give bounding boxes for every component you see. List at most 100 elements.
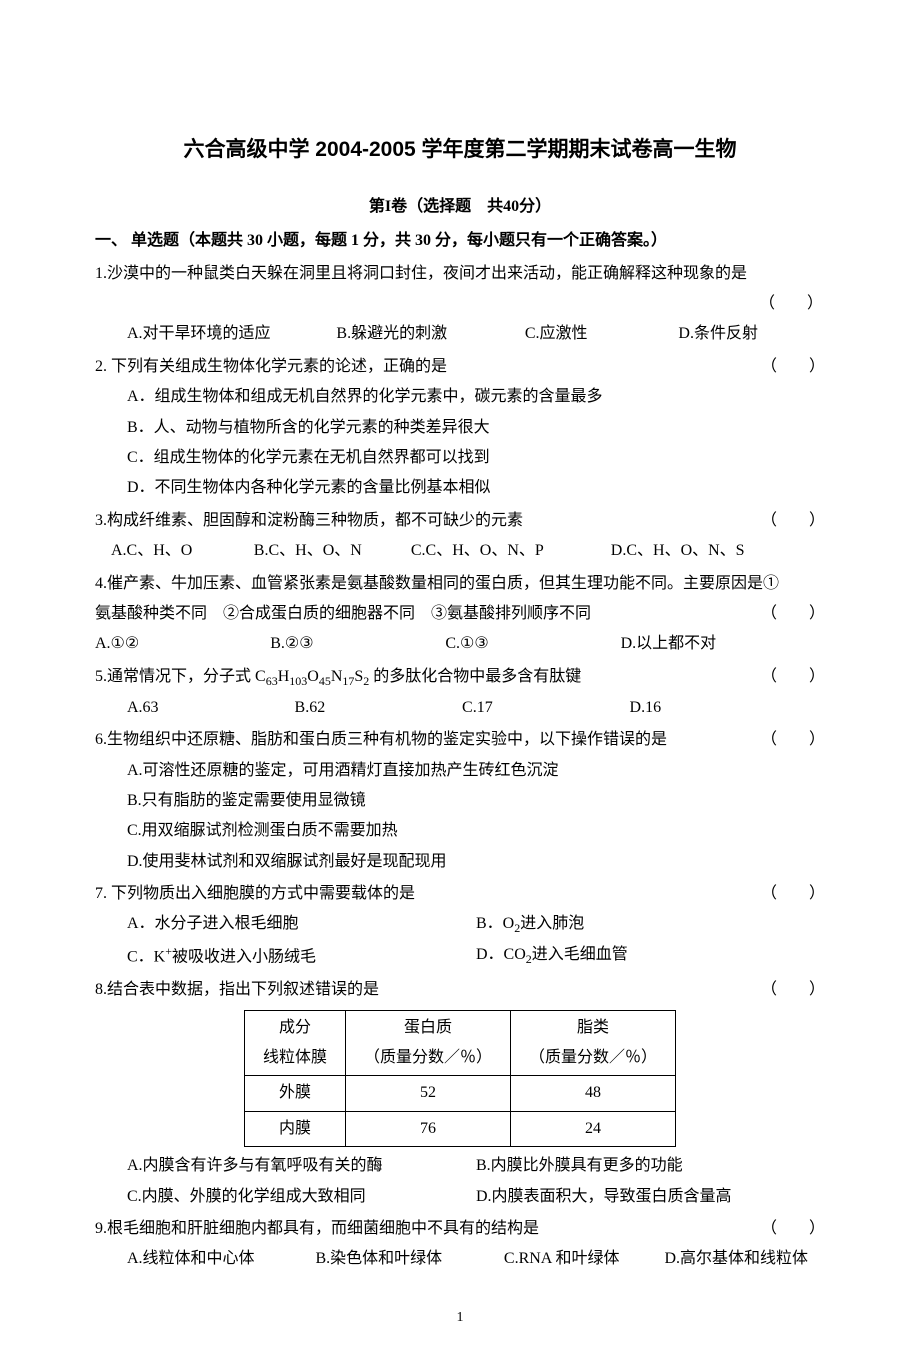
table-row: 外膜 52 48 (244, 1076, 675, 1111)
q5-sub17: 17 (342, 674, 354, 688)
q3-text: 构成纤维素、胆固醇和淀粉酶三种物质，都不可缺少的元素 (107, 512, 523, 529)
q2-option-d: D．不同生物体内各种化学元素的含量比例基本相似 (95, 473, 825, 503)
question-5: 5.通常情况下，分子式 C63H103O45N17S2 的多肽化合物中最多含有肽… (95, 662, 825, 723)
q5-H: H (278, 668, 290, 685)
q7-options-row2: C．K+被吸收进入小肠绒毛 D．CO2进入毛细血管 (95, 940, 825, 973)
q8-th2b: （质量分数／％） (364, 1049, 492, 1066)
q8-r1c1: 外膜 (244, 1076, 345, 1111)
q6-option-b: B.只有脂肪的鉴定需要使用显微镜 (95, 786, 825, 816)
q8-options-row2: C.内膜、外膜的化学组成大致相同 D.内膜表面积大，导致蛋白质含量高 (127, 1182, 825, 1212)
q7-d-post: 进入毛细血管 (532, 946, 628, 963)
q2-answer-paren: （ ） (761, 352, 825, 382)
q6-stem: 6.生物组织中还原糖、脂肪和蛋白质三种有机物的鉴定实验中，以下操作错误的是（ ） (95, 725, 825, 755)
page-number: 1 (95, 1305, 825, 1332)
q9-option-c: C.RNA 和叶绿体 (504, 1244, 665, 1274)
q7-text: 下列物质出入细胞膜的方式中需要载体的是 (107, 885, 415, 902)
question-3: 3.构成纤维素、胆固醇和淀粉酶三种物质，都不可缺少的元素 （ ） A.C、H、O … (95, 506, 825, 567)
q7-option-a: A．水分子进入根毛细胞 (127, 909, 476, 940)
q1-option-b: B.躲避光的刺激 (336, 319, 524, 349)
q7-option-b: B．O2进入肺泡 (476, 909, 825, 940)
question-7: 7. 下列物质出入细胞膜的方式中需要载体的是（ ） A．水分子进入根毛细胞 B．… (95, 879, 825, 973)
q1-text: 沙漠中的一种鼠类白天躲在洞里且将洞口封住，夜间才出来活动，能正确解释这种现象的是 (107, 265, 747, 282)
q9-answer-paren: （ ） (761, 1214, 825, 1244)
q8-th1a: 成分 (279, 1019, 311, 1036)
q8-th2: 蛋白质（质量分数／％） (345, 1010, 510, 1076)
q8-th3b: （质量分数／％） (529, 1049, 657, 1066)
q8-option-c: C.内膜、外膜的化学组成大致相同 (127, 1182, 476, 1212)
q5-pre: 通常情况下，分子式 C (107, 668, 266, 685)
q5-S: S (354, 668, 363, 685)
q7-c-post: 被吸收进入小肠绒毛 (172, 949, 316, 966)
q5-O: O (307, 668, 319, 685)
q5-option-d: D.16 (630, 693, 798, 723)
q3-option-c: C.C、H、O、N、P (411, 536, 611, 566)
q9-option-a: A.线粒体和中心体 (127, 1244, 315, 1274)
q5-N: N (331, 668, 343, 685)
q4-option-b: B.②③ (270, 629, 445, 659)
question-2: 2. 下列有关组成生物体化学元素的论述，正确的是（ ） A．组成生物体和组成无机… (95, 352, 825, 504)
q8-r1c2: 52 (345, 1076, 510, 1111)
q8-options-row1: A.内膜含有许多与有氧呼吸有关的酶 B.内膜比外膜具有更多的功能 (127, 1151, 825, 1181)
table-row: 成分线粒体膜 蛋白质（质量分数／％） 脂类 （质量分数／％） (244, 1010, 675, 1076)
q4-answer-paren: （ ） (761, 599, 825, 629)
q2-stem: 2. 下列有关组成生物体化学元素的论述，正确的是（ ） (95, 352, 825, 382)
q9-options: A.线粒体和中心体 B.染色体和叶绿体 C.RNA 和叶绿体 D.高尔基体和线粒… (95, 1244, 825, 1274)
q7-c-pre: C．K (127, 949, 165, 966)
q6-num: 6. (95, 731, 107, 748)
q9-option-d: D.高尔基体和线粒体 (664, 1244, 825, 1274)
q5-num: 5. (95, 668, 107, 685)
q2-option-c: C．组成生物体的化学元素在无机自然界都可以找到 (95, 443, 825, 473)
q7-option-d: D．CO2进入毛细血管 (476, 940, 825, 973)
q9-num: 9. (95, 1220, 107, 1237)
q7-c-sup: + (165, 944, 172, 958)
q3-option-a: A.C、H、O (111, 536, 254, 566)
q6-option-c: C.用双缩脲试剂检测蛋白质不需要加热 (95, 816, 825, 846)
q3-options: A.C、H、O B.C、H、O、N C.C、H、O、N、P D.C、H、O、N、… (95, 536, 825, 566)
q4-num: 4. (95, 575, 107, 592)
q7-b-pre: B．O (476, 915, 514, 932)
q8-option-b: B.内膜比外膜具有更多的功能 (476, 1151, 825, 1181)
q8-option-d: D.内膜表面积大，导致蛋白质含量高 (476, 1182, 825, 1212)
q3-answer-paren: （ ） (761, 506, 825, 536)
q9-options-row: A.线粒体和中心体 B.染色体和叶绿体 C.RNA 和叶绿体 D.高尔基体和线粒… (127, 1244, 825, 1274)
q9-stem: 9.根毛细胞和肝脏细胞内都具有，而细菌细胞中不具有的结构是 （ ） (95, 1214, 825, 1244)
q4-option-d: D.以上都不对 (621, 629, 825, 659)
q5-sub63: 63 (266, 674, 278, 688)
q8-r2c3: 24 (511, 1111, 676, 1146)
q5-option-a: A.63 (127, 693, 295, 723)
table-row: 内膜 76 24 (244, 1111, 675, 1146)
q5-options: A.63 B.62 C.17 D.16 (95, 693, 825, 723)
question-6: 6.生物组织中还原糖、脂肪和蛋白质三种有机物的鉴定实验中，以下操作错误的是（ ）… (95, 725, 825, 877)
q4-options: A.①② B.②③ C.①③ D.以上都不对 (95, 629, 825, 659)
q4-option-c: C.①③ (445, 629, 620, 659)
section-header: 第I卷（选择题 共40分） (95, 192, 825, 222)
q3-stem: 3.构成纤维素、胆固醇和淀粉酶三种物质，都不可缺少的元素 （ ） (95, 506, 825, 536)
q9-option-b: B.染色体和叶绿体 (315, 1244, 503, 1274)
q8-th1: 成分线粒体膜 (244, 1010, 345, 1076)
q6-option-a: A.可溶性还原糖的鉴定，可用酒精灯直接加热产生砖红色沉淀 (95, 756, 825, 786)
q8-text: 结合表中数据，指出下列叙述错误的是 (107, 981, 379, 998)
q5-option-b: B.62 (295, 693, 463, 723)
q4-text2: 氨基酸种类不同 ②合成蛋白质的细胞器不同 ③氨基酸排列顺序不同 (95, 605, 591, 622)
q7-d-pre: D．CO (476, 946, 526, 963)
q5-sub45: 45 (319, 674, 331, 688)
question-1: 1.沙漠中的一种鼠类白天躲在洞里且将洞口封住，夜间才出来活动，能正确解释这种现象… (95, 259, 825, 350)
q1-option-a: A.对干旱环境的适应 (127, 319, 336, 349)
q8-th3a: 脂类 (577, 1019, 609, 1036)
q3-option-b: B.C、H、O、N (254, 536, 411, 566)
q2-text: 下列有关组成生物体化学元素的论述，正确的是 (107, 358, 447, 375)
exam-title: 六合高级中学 2004-2005 学年度第二学期期末试卷高一生物 (95, 130, 825, 170)
q5-post: 的多肽化合物中最多含有肽键 (369, 668, 581, 685)
q2-option-b: B．人、动物与植物所含的化学元素的种类差异很大 (95, 413, 825, 443)
q9-text: 根毛细胞和肝脏细胞内都具有，而细菌细胞中不具有的结构是 (107, 1220, 539, 1237)
q8-r2c1: 内膜 (244, 1111, 345, 1146)
q1-answer-paren: （ ） (95, 289, 825, 319)
q1-option-d: D.条件反射 (678, 319, 825, 349)
q6-option-d: D.使用斐林试剂和双缩脲试剂最好是现配现用 (95, 847, 825, 877)
q3-option-d: D.C、H、O、N、S (611, 536, 825, 566)
q4-option-a: A.①② (95, 629, 270, 659)
q3-num: 3. (95, 512, 107, 529)
question-8: 8.结合表中数据，指出下列叙述错误的是（ ） 成分线粒体膜 蛋白质（质量分数／％… (95, 975, 825, 1212)
q8-table: 成分线粒体膜 蛋白质（质量分数／％） 脂类 （质量分数／％） 外膜 52 48 内… (244, 1010, 676, 1148)
q2-option-a: A．组成生物体和组成无机自然界的化学元素中，碳元素的含量最多 (95, 382, 825, 412)
